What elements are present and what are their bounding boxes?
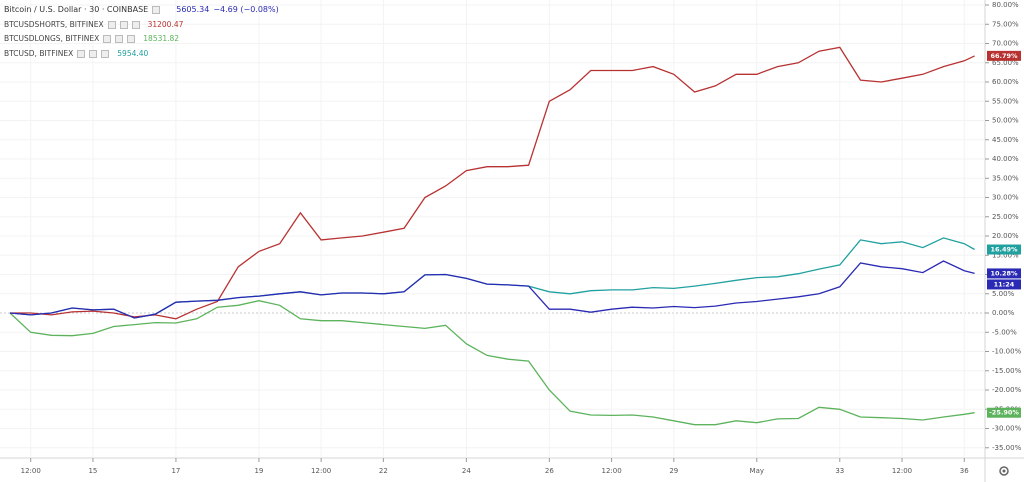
x-tick-label: 15 (88, 467, 97, 475)
legend-price: 18531.82 (143, 34, 180, 43)
x-tick-label: 19 (254, 467, 263, 475)
y-tick-label: 50.00% (992, 117, 1019, 125)
legend-box (131, 20, 140, 29)
legend-price: 31200.47 (147, 19, 184, 29)
legend-name: BTCUSDSHORTS, BITFINEX (4, 19, 104, 29)
last-value-label: 10.28% (990, 269, 1018, 277)
y-tick-label: 35.00% (992, 174, 1019, 182)
legend-box (115, 35, 124, 44)
x-tick-label: 17 (171, 467, 180, 475)
x-tick-label: 12:00 (21, 467, 41, 475)
countdown-tag (987, 279, 1021, 290)
legend-price: 5954.40 (117, 48, 149, 58)
x-tick-label: 26 (545, 467, 554, 475)
legend-box (119, 20, 128, 29)
last-value-label: 16.49% (990, 246, 1018, 254)
y-tick-label: 30.00% (992, 194, 1019, 202)
y-tick-label: -5.00% (992, 328, 1017, 336)
x-tick-label: 29 (669, 467, 678, 475)
y-tick-label: 65.00% (992, 59, 1019, 67)
x-tick-label: 36 (960, 467, 969, 475)
y-tick-label: -20.00% (992, 386, 1022, 394)
y-tick-label: -35.00% (992, 444, 1022, 452)
x-tick-label: 12:00 (892, 467, 912, 475)
series-line (10, 46, 975, 320)
y-tick-label: 0.00% (992, 309, 1015, 317)
y-tick-label: -15.00% (992, 367, 1022, 375)
series-line (9, 237, 975, 319)
legend-row[interactable]: Bitcoin / U.S. Dollar · 30 · COINBASE 560… (4, 3, 279, 18)
y-tick-label: 15.00% (992, 251, 1019, 259)
last-value-tag (987, 268, 1021, 279)
legend-row[interactable]: BTCUSDSHORTS, BITFINEX 31200.47 (4, 18, 279, 33)
y-tick-label: -10.00% (992, 348, 1022, 356)
main-change: −4.69 (−0.08%) (213, 5, 279, 14)
y-tick-label: -30.00% (992, 425, 1022, 433)
x-tick-label: 33 (835, 467, 844, 475)
last-value-tag (987, 244, 1021, 255)
y-tick-label: 80.00% (992, 1, 1019, 9)
x-tick-label: May (750, 467, 764, 475)
y-tick-label: 25.00% (992, 213, 1019, 221)
y-tick-label: 70.00% (992, 40, 1019, 48)
legend-row[interactable]: BTCUSDLONGS, BITFINEX 18531.82 (4, 32, 279, 47)
legend-name: BTCUSD, BITFINEX (4, 48, 74, 58)
legend-name: Bitcoin / U.S. Dollar · 30 · COINBASE (4, 5, 149, 14)
last-value-label: -25.90% (989, 409, 1019, 417)
main-price: 5605.34 (176, 5, 210, 14)
y-tick-label: 45.00% (992, 136, 1019, 144)
legend-box (103, 35, 112, 44)
countdown-label: 11:24 (994, 280, 1015, 288)
x-tick-label: 12:00 (311, 467, 331, 475)
legend-row[interactable]: BTCUSD, BITFINEX 5954.40 (4, 47, 279, 62)
last-value-tag (987, 50, 1021, 61)
legend-name: BTCUSDLONGS, BITFINEX (4, 34, 100, 43)
x-tick-label: 24 (462, 467, 471, 475)
y-tick-label: 60.00% (992, 78, 1019, 86)
last-value-tag (987, 407, 1021, 418)
y-tick-label: 5.00% (992, 290, 1015, 298)
x-tick-label: 22 (379, 467, 388, 475)
series-line (9, 260, 975, 319)
legend-box (152, 6, 161, 15)
legend-box (107, 20, 116, 29)
y-tick-label: 20.00% (992, 232, 1019, 240)
series-line (9, 300, 975, 426)
legend-box (77, 49, 86, 58)
y-tick-label: 75.00% (992, 20, 1019, 28)
x-tick-label: 12:00 (601, 467, 621, 475)
legend: Bitcoin / U.S. Dollar · 30 · COINBASE 560… (4, 3, 279, 61)
legend-box (101, 49, 110, 58)
legend-box (89, 49, 98, 58)
last-value-label: 66.79% (990, 52, 1018, 60)
settings-icon[interactable] (999, 466, 1009, 476)
legend-box (127, 35, 136, 44)
y-tick-label: 55.00% (992, 97, 1019, 105)
y-tick-label: 40.00% (992, 155, 1019, 163)
